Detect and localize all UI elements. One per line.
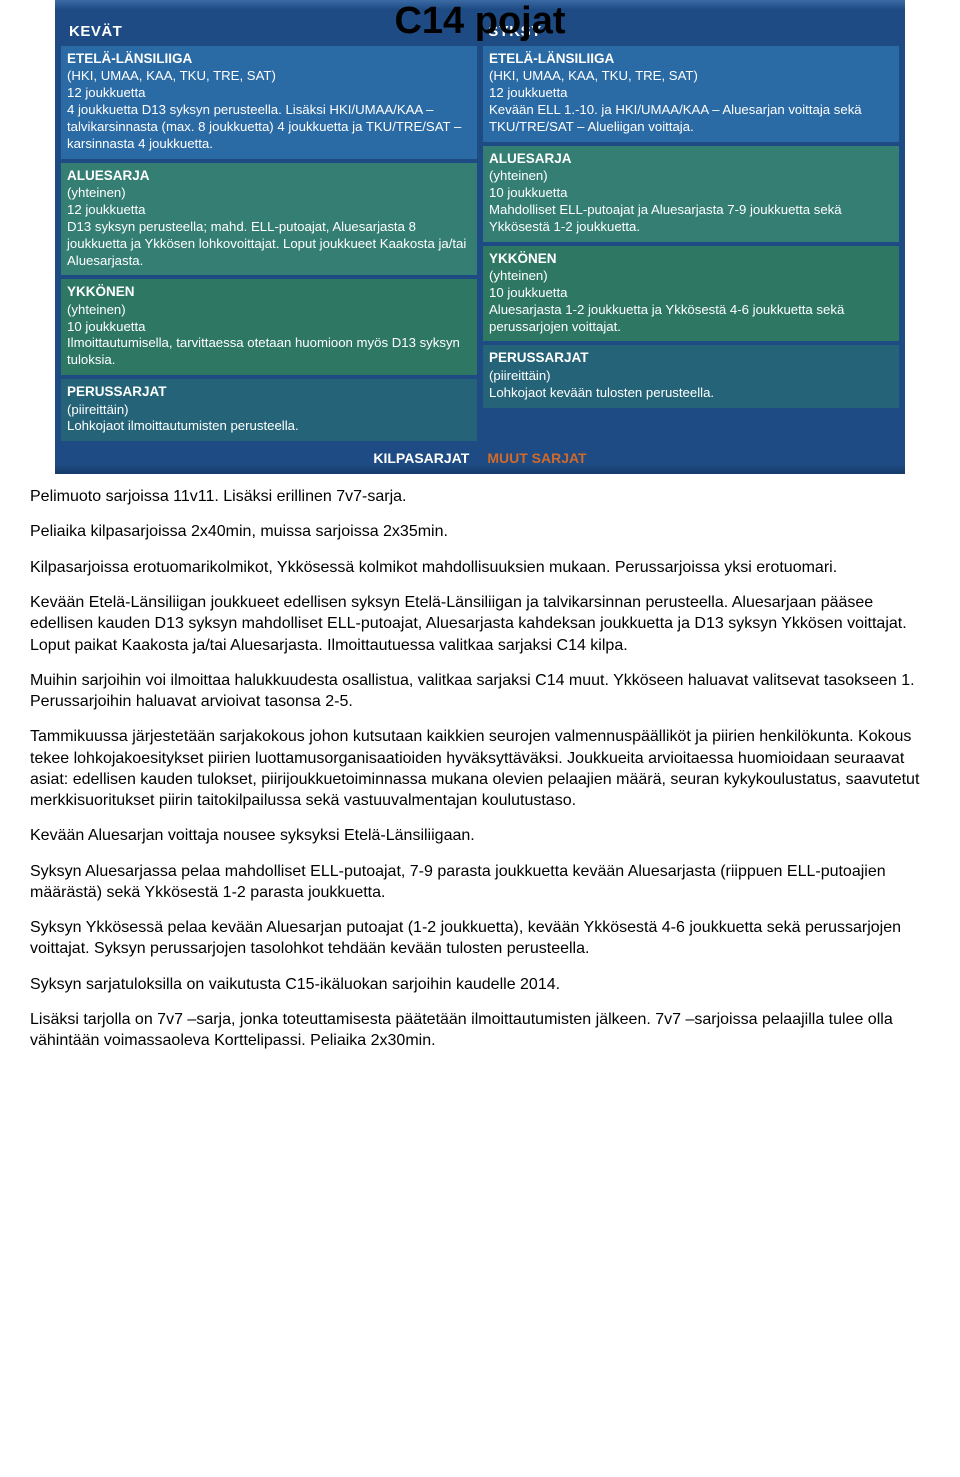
syksy-perus-title: PERUSSARJAT — [489, 349, 893, 366]
syksy-ell-title: ETELÄ-LÄNSILIIGA — [489, 50, 893, 67]
panel-title: C14 pojat — [55, 0, 905, 47]
syksy-ykk-title: YKKÖNEN — [489, 250, 893, 267]
tag-muut-sarjat: MUUT SARJAT — [487, 449, 586, 468]
syksy-alue-title: ALUESARJA — [489, 150, 893, 167]
panel-title-row: KEVÄT SYKSY C14 pojat — [55, 0, 905, 46]
kevat-ell: ETELÄ-LÄNSILIIGA (HKI, UMAA, KAA, TKU, T… — [61, 46, 477, 159]
para-5: Tammikuussa järjestetään sarjakokous joh… — [30, 726, 930, 811]
para-10: Lisäksi tarjolla on 7v7 –sarja, jonka to… — [30, 1009, 930, 1052]
panel-columns: ETELÄ-LÄNSILIIGA (HKI, UMAA, KAA, TKU, T… — [55, 46, 905, 447]
kevat-ell-title: ETELÄ-LÄNSILIIGA — [67, 50, 471, 67]
league-panel: KEVÄT SYKSY C14 pojat ETELÄ-LÄNSILIIGA (… — [55, 0, 905, 474]
kevat-alue-title: ALUESARJA — [67, 167, 471, 184]
para-6: Kevään Aluesarjan voittaja nousee syksyk… — [30, 825, 930, 846]
body-text: Pelimuoto sarjoissa 11v11. Lisäksi erill… — [0, 486, 960, 1105]
syksy-alue: ALUESARJA (yhteinen)10 joukkuettaMahdoll… — [483, 146, 899, 242]
kevat-perus: PERUSSARJAT (piireittäin)Lohkojaot ilmoi… — [61, 379, 477, 441]
para-4: Muihin sarjoihin voi ilmoittaa halukkuud… — [30, 670, 930, 713]
syksy-ell-body: (HKI, UMAA, KAA, TKU, TRE, SAT)12 joukku… — [489, 68, 862, 134]
col-syksy: ETELÄ-LÄNSILIIGA (HKI, UMAA, KAA, TKU, T… — [483, 46, 899, 441]
tag-kilpasarjat: KILPASARJAT — [373, 449, 469, 468]
panel-footer-tags: KILPASARJAT MUUT SARJAT — [55, 447, 905, 474]
kevat-ykk-body: (yhteinen)10 joukkuettaIlmoittautumisell… — [67, 302, 460, 368]
kevat-perus-title: PERUSSARJAT — [67, 383, 471, 400]
para-1: Peliaika kilpasarjoissa 2x40min, muissa … — [30, 521, 930, 542]
col-kevat: ETELÄ-LÄNSILIIGA (HKI, UMAA, KAA, TKU, T… — [61, 46, 477, 441]
kevat-ykk-title: YKKÖNEN — [67, 283, 471, 300]
para-2: Kilpasarjoissa erotuomarikolmikot, Ykkös… — [30, 557, 930, 578]
syksy-ell: ETELÄ-LÄNSILIIGA (HKI, UMAA, KAA, TKU, T… — [483, 46, 899, 142]
syksy-alue-body: (yhteinen)10 joukkuettaMahdolliset ELL-p… — [489, 168, 842, 234]
kevat-ykk: YKKÖNEN (yhteinen)10 joukkuettaIlmoittau… — [61, 279, 477, 375]
syksy-ykk: YKKÖNEN (yhteinen)10 joukkuettaAluesarja… — [483, 246, 899, 342]
syksy-ykk-body: (yhteinen)10 joukkuettaAluesarjasta 1-2 … — [489, 268, 844, 334]
para-8: Syksyn Ykkösessä pelaa kevään Aluesarjan… — [30, 917, 930, 960]
season-header-kevat: KEVÄT — [65, 22, 126, 44]
syksy-perus: PERUSSARJAT (piireittäin)Lohkojaot kevää… — [483, 345, 899, 407]
syksy-perus-body: (piireittäin)Lohkojaot kevään tulosten p… — [489, 368, 714, 400]
kevat-alue-body: (yhteinen)12 joukkuettaD13 syksyn perust… — [67, 185, 466, 268]
kevat-perus-body: (piireittäin)Lohkojaot ilmoittautumisten… — [67, 402, 299, 434]
para-9: Syksyn sarjatuloksilla on vaikutusta C15… — [30, 974, 930, 995]
para-7: Syksyn Aluesarjassa pelaa mahdolliset EL… — [30, 861, 930, 904]
season-header-syksy: SYKSY — [484, 22, 545, 44]
kevat-alue: ALUESARJA (yhteinen)12 joukkuettaD13 syk… — [61, 163, 477, 276]
para-3: Kevään Etelä-Länsiliigan joukkueet edell… — [30, 592, 930, 656]
para-0: Pelimuoto sarjoissa 11v11. Lisäksi erill… — [30, 486, 930, 507]
kevat-ell-body: (HKI, UMAA, KAA, TKU, TRE, SAT)12 joukku… — [67, 68, 461, 151]
